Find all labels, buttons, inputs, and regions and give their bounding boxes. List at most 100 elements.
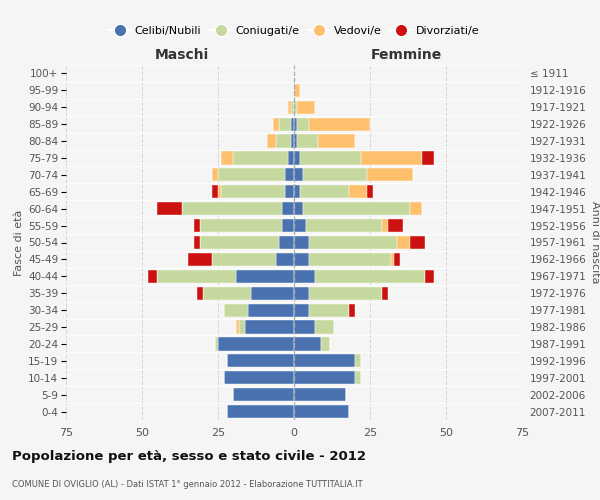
Bar bbox=[294, 118, 297, 131]
Bar bbox=[279, 118, 291, 131]
Text: Popolazione per età, sesso e stato civile - 2012: Popolazione per età, sesso e stato civil… bbox=[12, 450, 366, 463]
Bar bbox=[397, 236, 410, 249]
Bar bbox=[248, 304, 294, 316]
Bar bbox=[251, 286, 294, 300]
Bar bbox=[303, 202, 410, 215]
Bar bbox=[236, 320, 239, 334]
Bar bbox=[233, 388, 294, 401]
Bar bbox=[391, 253, 394, 266]
Bar bbox=[422, 152, 434, 164]
Bar bbox=[294, 388, 346, 401]
Bar bbox=[276, 134, 291, 147]
Bar bbox=[319, 134, 355, 147]
Bar bbox=[288, 152, 294, 164]
Bar bbox=[294, 270, 315, 283]
Bar bbox=[221, 152, 233, 164]
Bar bbox=[309, 236, 397, 249]
Bar bbox=[212, 253, 276, 266]
Bar bbox=[294, 286, 309, 300]
Bar bbox=[294, 168, 303, 181]
Bar bbox=[182, 202, 282, 215]
Bar bbox=[355, 371, 361, 384]
Bar bbox=[227, 354, 294, 368]
Bar bbox=[309, 253, 391, 266]
Bar bbox=[200, 236, 279, 249]
Bar bbox=[291, 100, 294, 114]
Bar bbox=[367, 168, 413, 181]
Bar bbox=[349, 185, 367, 198]
Bar bbox=[297, 134, 319, 147]
Bar bbox=[148, 270, 157, 283]
Bar bbox=[294, 185, 300, 198]
Bar bbox=[294, 320, 315, 334]
Bar bbox=[303, 168, 367, 181]
Text: Maschi: Maschi bbox=[154, 48, 209, 62]
Bar bbox=[309, 304, 349, 316]
Bar bbox=[282, 202, 294, 215]
Bar bbox=[157, 270, 236, 283]
Bar bbox=[297, 100, 315, 114]
Bar bbox=[315, 320, 334, 334]
Bar bbox=[233, 152, 288, 164]
Bar bbox=[291, 118, 294, 131]
Y-axis label: Fasce di età: Fasce di età bbox=[14, 210, 24, 276]
Bar bbox=[294, 202, 303, 215]
Bar bbox=[294, 134, 297, 147]
Bar bbox=[245, 320, 294, 334]
Bar bbox=[294, 304, 309, 316]
Bar bbox=[194, 219, 200, 232]
Bar bbox=[394, 253, 400, 266]
Bar bbox=[282, 219, 294, 232]
Bar bbox=[200, 219, 282, 232]
Bar bbox=[218, 168, 285, 181]
Bar bbox=[355, 354, 361, 368]
Bar bbox=[285, 168, 294, 181]
Bar bbox=[361, 152, 422, 164]
Bar bbox=[218, 338, 294, 350]
Bar bbox=[309, 286, 382, 300]
Bar bbox=[294, 152, 300, 164]
Bar bbox=[218, 185, 221, 198]
Bar bbox=[294, 219, 306, 232]
Bar bbox=[212, 185, 218, 198]
Bar bbox=[294, 84, 300, 97]
Bar bbox=[221, 185, 285, 198]
Bar bbox=[215, 338, 218, 350]
Text: COMUNE DI OVIGLIO (AL) - Dati ISTAT 1° gennaio 2012 - Elaborazione TUTTITALIA.IT: COMUNE DI OVIGLIO (AL) - Dati ISTAT 1° g… bbox=[12, 480, 362, 489]
Bar bbox=[157, 202, 182, 215]
Bar bbox=[349, 304, 355, 316]
Bar bbox=[285, 185, 294, 198]
Bar bbox=[224, 304, 248, 316]
Bar bbox=[197, 286, 203, 300]
Bar bbox=[315, 270, 425, 283]
Text: Femmine: Femmine bbox=[371, 48, 442, 62]
Bar bbox=[294, 354, 355, 368]
Bar bbox=[294, 338, 322, 350]
Bar bbox=[300, 185, 349, 198]
Bar bbox=[410, 202, 422, 215]
Bar bbox=[294, 405, 349, 418]
Bar bbox=[239, 320, 245, 334]
Legend: Celibi/Nubili, Coniugati/e, Vedovi/e, Divorziati/e: Celibi/Nubili, Coniugati/e, Vedovi/e, Di… bbox=[107, 24, 481, 36]
Bar bbox=[294, 100, 297, 114]
Bar bbox=[367, 185, 373, 198]
Bar bbox=[236, 270, 294, 283]
Bar bbox=[188, 253, 212, 266]
Bar bbox=[194, 236, 200, 249]
Bar bbox=[382, 219, 388, 232]
Bar bbox=[227, 405, 294, 418]
Bar bbox=[224, 371, 294, 384]
Bar bbox=[294, 236, 309, 249]
Bar bbox=[322, 338, 331, 350]
Bar bbox=[294, 371, 355, 384]
Bar bbox=[273, 118, 279, 131]
Bar bbox=[306, 219, 382, 232]
Bar bbox=[291, 134, 294, 147]
Bar bbox=[288, 100, 291, 114]
Bar bbox=[382, 286, 388, 300]
Bar bbox=[425, 270, 434, 283]
Bar bbox=[203, 286, 251, 300]
Bar bbox=[297, 118, 309, 131]
Bar bbox=[388, 219, 403, 232]
Bar bbox=[410, 236, 425, 249]
